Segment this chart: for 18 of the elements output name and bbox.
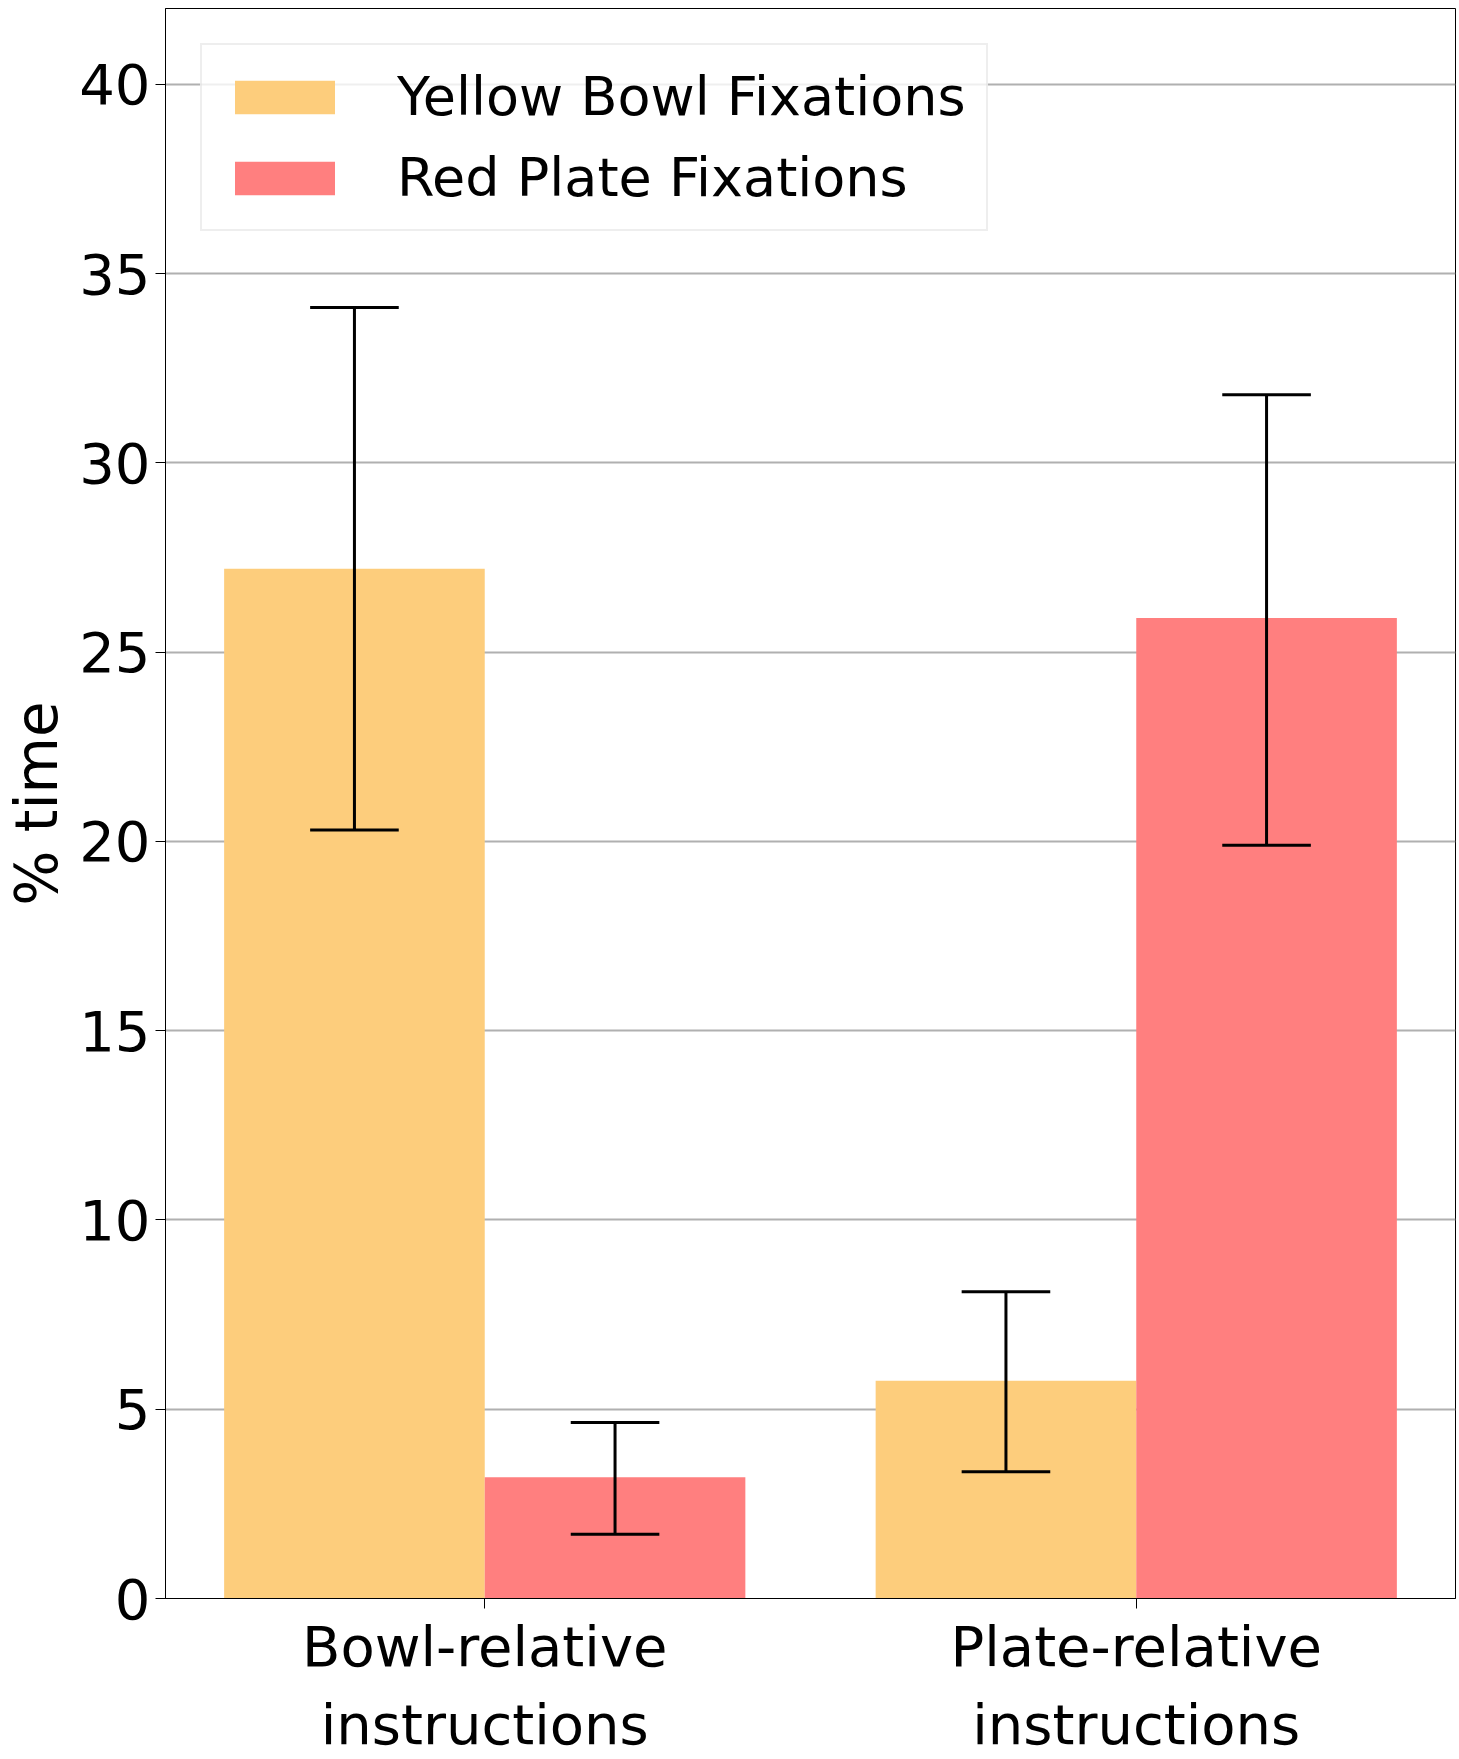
x-tick-label: Bowl-relative instructions (302, 1613, 668, 1757)
bar (1136, 618, 1397, 1599)
legend-label: Yellow Bowl Fixations (397, 65, 966, 128)
y-tick-label: 5 (114, 1377, 151, 1443)
y-tick-label: 10 (79, 1187, 151, 1253)
bar (875, 1380, 1137, 1599)
bar (224, 568, 485, 1599)
y-tick-label: 0 (114, 1566, 151, 1632)
y-tick-label: 40 (79, 52, 151, 118)
y-tick-label: 15 (79, 998, 151, 1064)
y-tick-label: 30 (79, 430, 151, 496)
legend-label: Red Plate Fixations (397, 146, 908, 209)
y-axis-title: % time (3, 701, 72, 906)
y-tick-label: 35 (79, 241, 151, 307)
x-tick-label: Plate-relative instructions (950, 1613, 1323, 1757)
y-tick-label: 25 (79, 620, 151, 686)
y-tick-label: 20 (79, 809, 151, 875)
bar (484, 1477, 746, 1599)
